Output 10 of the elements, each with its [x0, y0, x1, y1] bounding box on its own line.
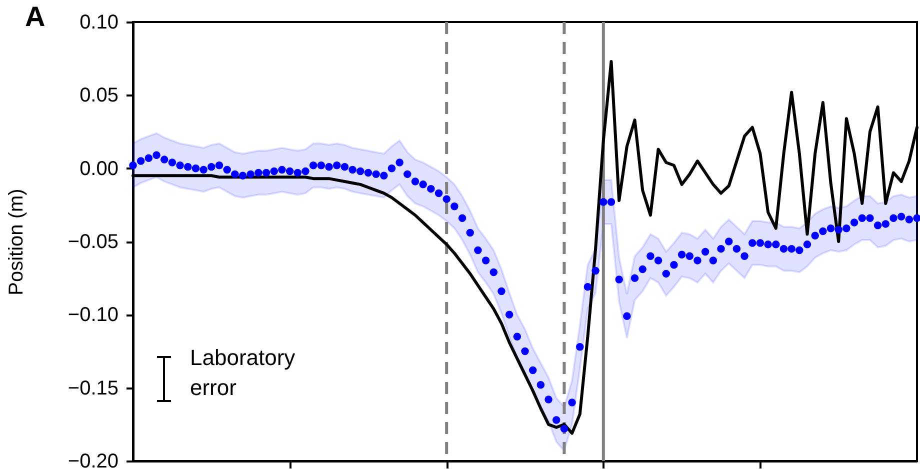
y-tick-label: −0.15 [68, 377, 118, 400]
y-tick-label: 0.05 [80, 84, 118, 107]
y-tick-label: 0.00 [80, 158, 118, 180]
annotation: Laboratory error [190, 345, 296, 400]
y-tick-label: −0.05 [68, 231, 118, 253]
y-tick-label: 0.10 [80, 12, 118, 34]
y-tick-label: −0.10 [68, 304, 118, 326]
y-tick-label: −0.20 [68, 450, 118, 469]
y-axis-title: Position (m) [6, 188, 28, 296]
chart-title: A [25, 1, 46, 32]
